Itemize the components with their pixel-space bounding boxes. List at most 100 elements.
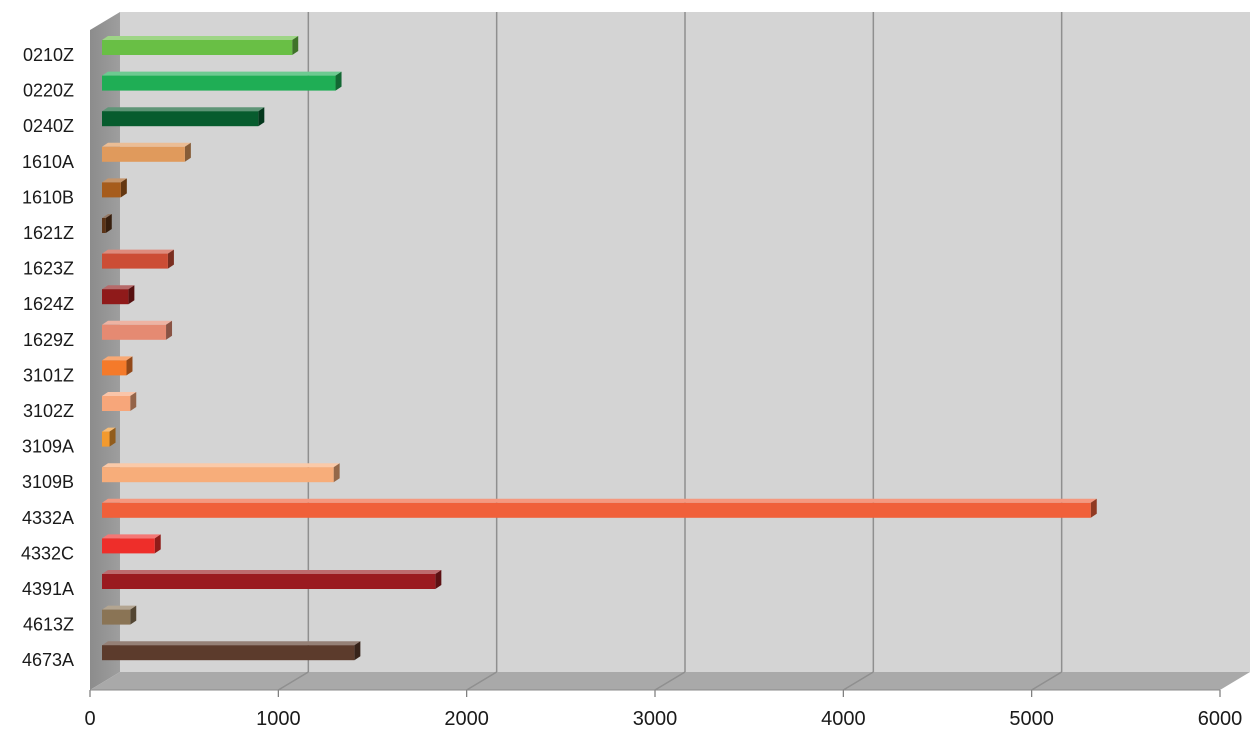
bar-top-face bbox=[102, 498, 1097, 503]
tick-label: 5000 bbox=[1009, 708, 1054, 730]
bar-end-face bbox=[435, 570, 442, 589]
floor-gridline bbox=[842, 671, 874, 691]
category-label: 0240Z bbox=[23, 116, 74, 136]
gridlines bbox=[277, 12, 1063, 691]
bar-top-face bbox=[102, 356, 133, 361]
bar-top-face bbox=[102, 36, 299, 40]
category-label: 1629Z bbox=[23, 330, 74, 350]
bar-end-face bbox=[333, 463, 340, 483]
bar-3101Z bbox=[102, 356, 133, 376]
category-label: 3109A bbox=[22, 437, 74, 457]
bar-top-face bbox=[102, 107, 265, 112]
bar-end-face bbox=[130, 605, 137, 625]
bar-front-face bbox=[102, 324, 167, 340]
bar-top-face bbox=[102, 71, 342, 76]
bar-front-face bbox=[102, 396, 131, 411]
bar-top-face bbox=[102, 427, 116, 432]
bar-top-face bbox=[102, 142, 191, 147]
bar-front-face bbox=[102, 360, 127, 376]
bar-1610B bbox=[102, 178, 127, 198]
bar-front-face bbox=[102, 146, 185, 162]
bar-top-face bbox=[102, 570, 442, 574]
bar-top-face bbox=[102, 463, 340, 468]
bar-0240Z bbox=[102, 107, 265, 127]
bar-front-face bbox=[102, 538, 155, 554]
plot-area bbox=[90, 12, 1250, 691]
bar-front-face bbox=[102, 111, 259, 127]
bar-front-face bbox=[102, 289, 129, 305]
bar-front-face bbox=[102, 182, 121, 198]
bar-3109A bbox=[102, 427, 116, 447]
bar-end-face bbox=[126, 356, 133, 376]
bar-front-face bbox=[102, 574, 436, 589]
bar-1629Z bbox=[102, 320, 173, 340]
category-label: 1621Z bbox=[23, 223, 74, 243]
category-label: 3101Z bbox=[23, 365, 74, 385]
bar-front-face bbox=[102, 253, 168, 269]
bar-end-face bbox=[1090, 498, 1097, 518]
bar-end-face bbox=[184, 142, 191, 162]
bar-end-face bbox=[166, 320, 173, 340]
tick-label: 6000 bbox=[1198, 708, 1243, 730]
bar-end-face bbox=[167, 249, 174, 269]
bar-3109B bbox=[102, 463, 340, 483]
bar-front-face bbox=[102, 75, 336, 91]
bar-top-face bbox=[102, 249, 174, 254]
category-label: 4332C bbox=[21, 543, 74, 563]
bar-front-face bbox=[102, 40, 293, 55]
bar-1623Z bbox=[102, 249, 174, 269]
bar-top-face bbox=[102, 534, 161, 539]
bar-4613Z bbox=[102, 605, 137, 625]
bar-4391A bbox=[102, 570, 442, 589]
category-label: 1623Z bbox=[23, 259, 74, 279]
category-label: 3109B bbox=[22, 472, 74, 492]
bar-end-face bbox=[130, 392, 137, 411]
category-label: 1610B bbox=[22, 187, 74, 207]
bar-end-face bbox=[292, 36, 299, 55]
bar-top-face bbox=[102, 605, 137, 610]
bar-0210Z bbox=[102, 36, 299, 55]
tick-label: 2000 bbox=[444, 708, 489, 730]
category-axis: 0210Z 0220Z 0240Z 1610A 1610B 1621Z 1623Z 1624Z… bbox=[21, 45, 74, 670]
bar-front-face bbox=[102, 467, 334, 483]
bar-0220Z bbox=[102, 71, 342, 91]
bars bbox=[102, 36, 1097, 661]
bar-front-face bbox=[102, 431, 110, 447]
bar-end-face bbox=[120, 178, 127, 198]
bar-top-face bbox=[102, 178, 127, 183]
bar-1621Z bbox=[102, 214, 112, 233]
bar-top-face bbox=[102, 214, 112, 218]
tick-label: 4000 bbox=[821, 708, 866, 730]
bar-3102Z bbox=[102, 392, 137, 411]
category-label: 1610A bbox=[22, 152, 74, 172]
bar-front-face bbox=[102, 609, 131, 625]
category-label: 1624Z bbox=[23, 294, 74, 314]
tick-label: 3000 bbox=[633, 708, 678, 730]
category-label: 3102Z bbox=[23, 401, 74, 421]
bar-end-face bbox=[354, 641, 361, 661]
bar-top-face bbox=[102, 320, 173, 325]
bar-front-face bbox=[102, 218, 106, 233]
floor-gridline bbox=[466, 671, 498, 691]
tick-label: 0 bbox=[84, 708, 95, 730]
bar-front-face bbox=[102, 502, 1091, 518]
bar-end-face bbox=[105, 214, 112, 233]
bar-end-face bbox=[154, 534, 161, 554]
category-label: 4391A bbox=[22, 579, 74, 599]
bar-4332C bbox=[102, 534, 161, 554]
bar-top-face bbox=[102, 285, 135, 290]
bar-4332A bbox=[102, 498, 1097, 518]
bar-top-face bbox=[102, 392, 137, 396]
bar-end-face bbox=[258, 107, 265, 127]
category-label: 4673A bbox=[22, 650, 74, 670]
category-label: 4332A bbox=[22, 508, 74, 528]
floor-gridline bbox=[277, 671, 309, 691]
floor-gridline bbox=[654, 671, 686, 691]
value-axis: 0 1000 2000 3000 4000 5000 6000 bbox=[84, 689, 1243, 730]
bar-end-face bbox=[109, 427, 116, 447]
category-label: 0220Z bbox=[23, 81, 74, 101]
bar-end-face bbox=[128, 285, 135, 305]
bar-top-face bbox=[102, 641, 361, 646]
bar-1610A bbox=[102, 142, 191, 162]
